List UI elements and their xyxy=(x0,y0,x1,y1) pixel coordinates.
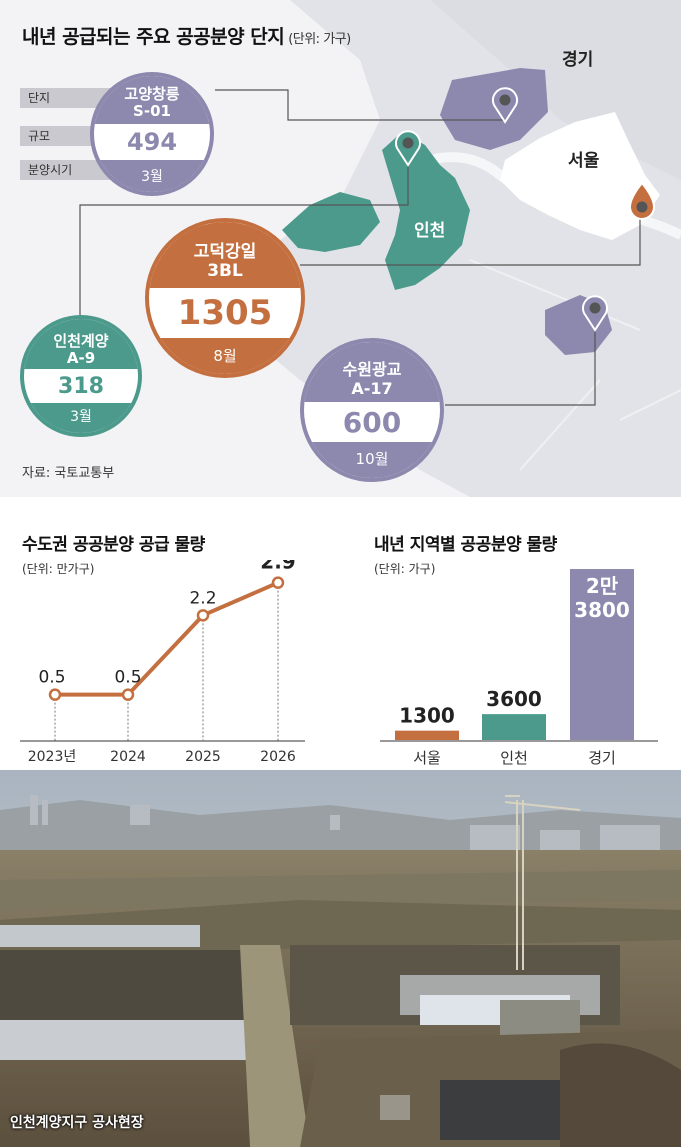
source-note: 자료: 국토교통부 xyxy=(22,466,115,481)
complex-suwon: 수원광교 A-17 600 10월 xyxy=(300,338,444,482)
map-unit: (단위: 가구) xyxy=(288,32,351,47)
complex-incheon: 인천계양 A-9 318 3월 xyxy=(20,315,142,437)
bar-chart-unit: (단위: 가구) xyxy=(374,562,436,576)
complex-month: 10월 xyxy=(304,442,440,478)
complex-name: 고양창릉 xyxy=(124,84,180,103)
line-data-label: 0.5 xyxy=(38,668,65,688)
line-point xyxy=(271,576,285,589)
bar-x-tick-label: 인천 xyxy=(500,749,528,767)
region-seoul: 서울 xyxy=(568,151,600,171)
complex-name: 고덕강일 xyxy=(193,241,257,262)
connector-godeok xyxy=(300,215,641,266)
complex-block: 3BL xyxy=(207,261,243,282)
construction-photo-image xyxy=(0,770,681,1147)
connector-goyang xyxy=(215,89,505,121)
complex-month: 8월 xyxy=(149,338,301,374)
pin-incheon-icon xyxy=(395,130,421,167)
line-point xyxy=(196,609,210,622)
line-x-tick-label: 2024 xyxy=(110,749,146,765)
construction-photo xyxy=(0,770,681,1147)
complex-size: 1305 xyxy=(177,293,273,333)
goyang-area xyxy=(440,68,548,150)
bar-data-label: 3600 xyxy=(486,687,542,711)
photo-caption: 인천계양지구 공사현장 xyxy=(10,1115,144,1131)
bar xyxy=(395,730,459,740)
legend-complex: 단지 xyxy=(20,88,115,108)
complex-month: 3월 xyxy=(24,403,138,433)
complex-name: 수원광교 xyxy=(342,360,402,380)
line-chart-title: 수도권 공공분양 공급 물량 xyxy=(22,535,205,555)
bar xyxy=(482,714,546,740)
complex-block: A-9 xyxy=(66,348,96,367)
line-x-tick-label: 2023년 xyxy=(28,749,77,765)
legend-month: 분양시기 xyxy=(20,160,115,180)
map-infographic: 내년 공급되는 주요 공공분양 단지 (단위: 가구) 단지 규모 분양시기 경기… xyxy=(0,0,681,497)
line-data-label: 2.2 xyxy=(189,588,216,608)
pin-suwon-icon xyxy=(582,295,608,332)
line-data-label: 0.5 xyxy=(114,668,141,688)
line-chart-unit: (단위: 만가구) xyxy=(22,562,95,576)
line-chart: 0.5 2023년 0.5 2024 2.2 2025 2.9 2026 xyxy=(20,560,305,765)
bar-x-tick-label: 경기 xyxy=(588,749,616,767)
complex-godeok: 고덕강일 3BL 1305 8월 xyxy=(145,218,305,378)
connector-incheon xyxy=(79,160,409,345)
bar-data-label: 1300 xyxy=(399,704,455,728)
bar-chart-title: 내년 지역별 공공분양 물량 xyxy=(374,535,557,555)
connector-suwon xyxy=(445,320,596,406)
bar xyxy=(570,569,634,740)
incheon-island xyxy=(282,192,380,252)
region-incheon: 인천 xyxy=(414,221,446,241)
complex-size: 318 xyxy=(58,373,104,399)
complex-block: S-01 xyxy=(133,101,171,120)
complex-block: A-17 xyxy=(351,378,393,398)
region-gyeonggi: 경기 xyxy=(562,50,594,70)
bar-data-label: 2만 xyxy=(586,574,619,598)
line-x-tick-label: 2026 xyxy=(260,749,296,765)
complex-size: 494 xyxy=(126,128,178,156)
bar-data-label: 3800 xyxy=(574,598,630,622)
seoul-area xyxy=(500,112,660,240)
line-point xyxy=(121,688,135,701)
bar-x-tick-label: 서울 xyxy=(413,749,441,767)
line-series xyxy=(55,580,279,697)
complex-month: 3월 xyxy=(94,160,210,192)
line-point xyxy=(48,688,62,701)
complex-name: 인천계양 xyxy=(53,331,109,350)
complex-size: 600 xyxy=(342,405,402,439)
line-x-tick-label: 2025 xyxy=(185,749,221,765)
pin-goyang-icon xyxy=(492,87,518,124)
complex-goyang: 고양창릉 S-01 494 3월 xyxy=(90,72,214,196)
line-data-label: 2.9 xyxy=(260,560,295,574)
incheon-area xyxy=(382,132,470,290)
pin-godeok-icon xyxy=(628,181,656,220)
map-title: 내년 공급되는 주요 공공분양 단지 (단위: 가구) xyxy=(22,26,351,48)
